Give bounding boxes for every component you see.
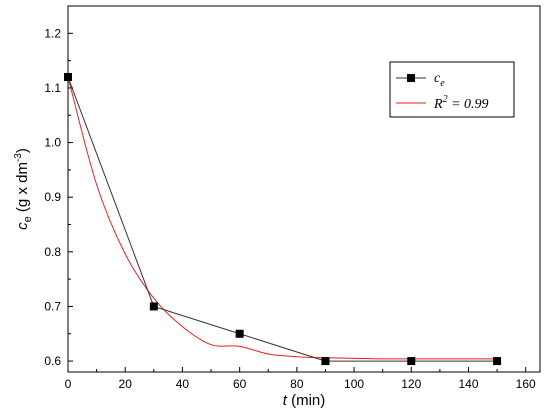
y-tick-label: 0.9 (44, 190, 61, 204)
fit-curve (67, 76, 498, 360)
y-tick-label: 1.1 (44, 81, 61, 95)
ce-data-point (407, 357, 416, 366)
x-tick-label: 60 (233, 377, 247, 391)
y-tick-label: 0.6 (44, 354, 61, 368)
x-tick-label: 100 (344, 377, 364, 391)
x-tick-label: 120 (401, 377, 421, 391)
y-tick-label: 1.2 (44, 26, 61, 40)
y-axis-ticks: 0.6 0.7 0.8 0.9 1.0 1.1 1.2 (44, 26, 73, 368)
x-tick-label: 40 (176, 377, 190, 391)
x-axis-ticks: 0 20 40 60 80 100 120 140 160 (65, 367, 536, 391)
y-tick-label: 0.8 (44, 245, 61, 259)
legend-label-fit: R2 = 0.99 (433, 94, 489, 112)
legend-label-ce: ce (434, 71, 445, 89)
legend-box (389, 61, 515, 118)
ce-data-point (493, 357, 502, 366)
x-tick-label: 160 (516, 377, 536, 391)
x-axis-title: t (min) (283, 392, 326, 409)
y-tick-label: 0.7 (44, 299, 61, 313)
legend: ce R2 = 0.99 (389, 61, 515, 118)
legend-marker-ce (407, 74, 415, 82)
x-tick-label: 140 (458, 377, 478, 391)
ce-series-line (67, 76, 498, 362)
ce-data-point (235, 329, 244, 338)
ce-data-point (149, 302, 158, 311)
x-tick-label: 0 (65, 377, 72, 391)
x-tick-label: 80 (290, 377, 304, 391)
data-series (64, 73, 502, 366)
ce-data-point (321, 357, 330, 366)
x-tick-label: 20 (119, 377, 133, 391)
y-tick-label: 1.0 (44, 136, 61, 150)
ce-data-point (64, 73, 72, 82)
fit-series (67, 76, 498, 360)
y-axis-title: ce (g x dm-3) (13, 148, 34, 230)
plot-frame (67, 5, 541, 373)
